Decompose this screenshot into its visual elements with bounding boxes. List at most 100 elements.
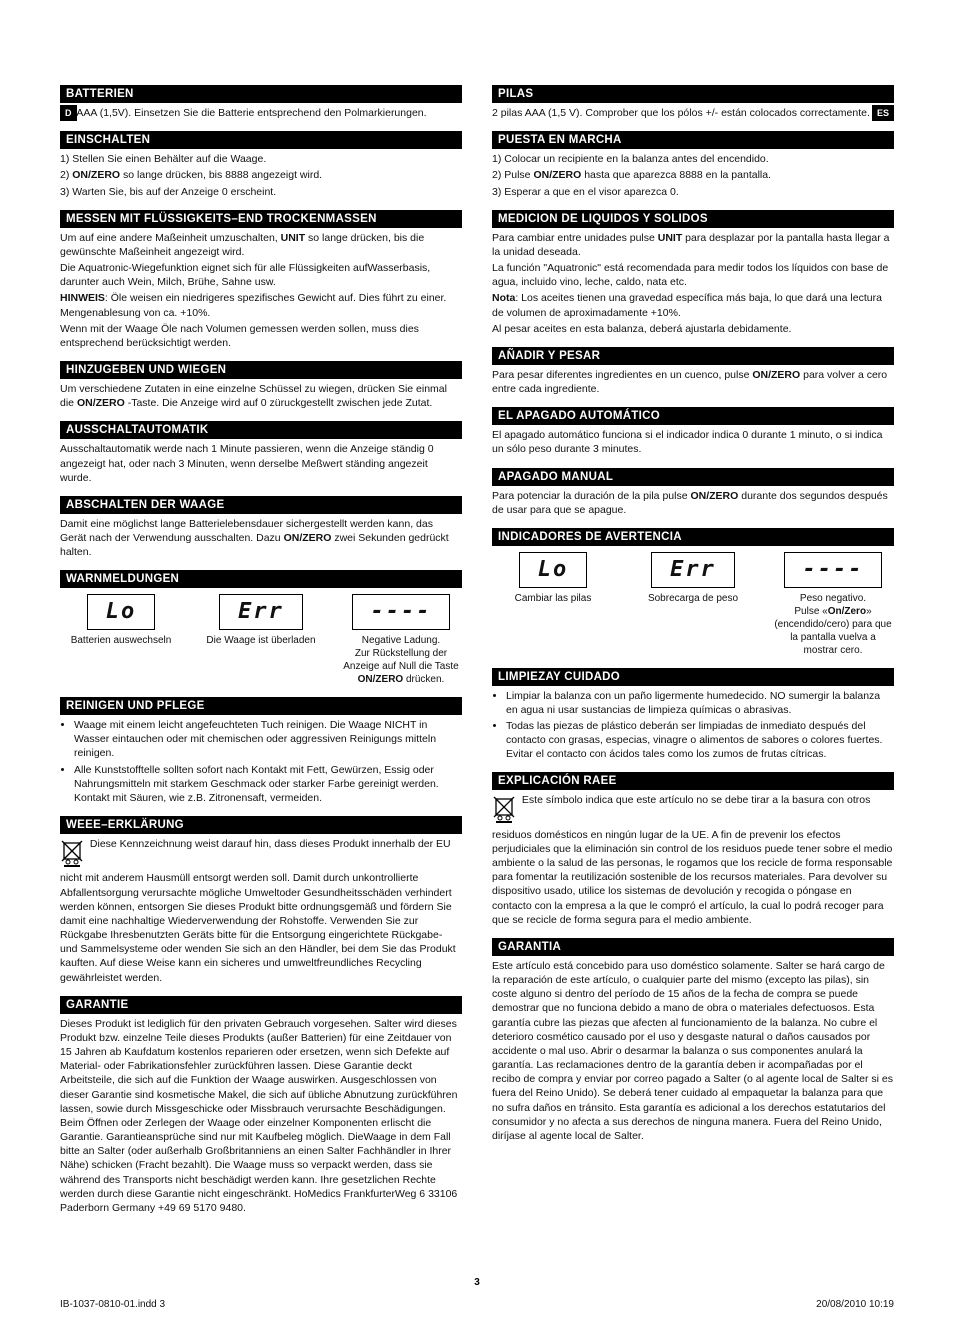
body-batterien: 2 x AAA (1,5V). Einsetzen Sie die Batter… [60,106,462,120]
header-apagado-auto: EL APAGADO AUTOMÁTICO [492,407,894,425]
header-medicion: MEDICION DE LIQUIDOS Y SOLIDOS [492,210,894,228]
step: 2) ON/ZERO so lange drücken, bis 8888 an… [60,168,462,182]
text: Al pesar aceites en esta balanza, deberá… [492,322,894,336]
step: 1) Stellen Sie einen Behälter auf die Wa… [60,152,462,166]
header-indicadores: INDICADORES DE AVERTENCIA [492,528,894,546]
text: La función "Aquatronic" está recomendada… [492,261,894,289]
header-batterien: BATTERIEN [60,85,462,103]
body-garantia: Este artículo está concebido para uso do… [492,959,894,1143]
header-einschalten: EINSCHALTEN [60,131,462,149]
text: Um verschiedene Zutaten in eine einzelne… [60,382,462,410]
body-apagado-manual: Para potenciar la duración de la pila pu… [492,489,894,517]
lang-tag-de: D [60,105,77,121]
text: Este artículo está concebido para uso do… [492,959,894,1143]
body-apagado-auto: El apagado automático funciona si el ind… [492,428,894,456]
header-anadir: AÑADIR Y PESAR [492,347,894,365]
header-warnmeldungen: WARNMELDUNGEN [60,570,462,588]
lang-tag-es: ES [872,105,894,121]
warn-err: Err Sobrecarga de peso [632,552,754,657]
body-limpieza: Limpiar la balanza con un paño ligerment… [492,689,894,762]
display-dashes: ---- [784,552,883,588]
display-lo: Lo [87,594,156,630]
weee-icon [60,837,84,871]
label: Cambiar las pilas [492,592,614,605]
weee-text: Diese Kennzeichnung weist darauf hin, da… [60,838,456,983]
body-warnmeldungen: Lo Batterien auswechseln Err Die Waage i… [60,594,462,686]
footer-timestamp: 20/08/2010 10:19 [816,1299,894,1310]
header-raee: EXPLICACIÓN RAEE [492,772,894,790]
text: Diese Kennzeichnung weist darauf hin, da… [60,837,462,985]
body-ausschaltautomatik: Ausschaltautomatik werde nach 1 Minute p… [60,442,462,485]
text: El apagado automático funciona si el ind… [492,428,894,456]
footer-file: IB-1037-0810-01.indd 3 [60,1299,165,1310]
text: HINWEIS: Öle weisen ein niedrigeres spez… [60,291,462,319]
header-garantia: GARANTIA [492,938,894,956]
header-reinigen: REINIGEN UND PFLEGE [60,697,462,715]
text: Damit eine möglichst lange Batterieleben… [60,517,462,560]
header-messen: MESSEN MIT FLÜSSIGKEITS–END TROCKENMASSE… [60,210,462,228]
bullet: Alle Kunststofftelle sollten sofort nach… [74,763,462,806]
warn-err: Err Die Waage ist überladen [200,594,322,686]
text: Para pesar diferentes ingredientes en un… [492,368,894,396]
text: 2 x AAA (1,5V). Einsetzen Sie die Batter… [60,106,462,120]
body-medicion: Para cambiar entre unidades pulse UNIT p… [492,231,894,336]
header-ausschaltautomatik: AUSSCHALTAUTOMATIK [60,421,462,439]
step: 3) Warten Sie, bis auf der Anzeige 0 ers… [60,185,462,199]
body-garantie: Dieses Produkt ist lediglich für den pri… [60,1017,462,1215]
text: Para cambiar entre unidades pulse UNIT p… [492,231,894,259]
label: Negative Ladung. Zur Rückstellung der An… [340,634,462,686]
column-spanish: PILAS 2 pilas AAA (1,5 V). Comprober que… [492,85,894,1226]
body-hinzugeben: Um verschiedene Zutaten in eine einzelne… [60,382,462,410]
body-indicadores: Lo Cambiar las pilas Err Sobrecarga de p… [492,552,894,657]
text: Para potenciar la duración de la pila pu… [492,489,894,517]
label: Die Waage ist überladen [200,634,322,647]
raee-text: Este símbolo indica que este artículo no… [492,794,892,925]
label: Peso negativo. Pulse «On/Zero» (encendid… [772,592,894,657]
header-pilas: PILAS [492,85,894,103]
label: Sobrecarga de peso [632,592,754,605]
step: 1) Colocar un recipiente en la balanza a… [492,152,894,166]
text: Wenn mit der Waage Öle nach Volumen geme… [60,322,462,350]
warn-lo: Lo Batterien auswechseln [60,594,182,686]
text: Ausschaltautomatik werde nach 1 Minute p… [60,442,462,485]
body-raee: Este símbolo indica que este artículo no… [492,793,894,926]
text: Este símbolo indica que este artículo no… [492,793,894,926]
display-err: Err [219,594,303,630]
weee-icon [492,793,516,827]
body-abschalten: Damit eine möglichst lange Batterieleben… [60,517,462,560]
body-pilas: 2 pilas AAA (1,5 V). Comprober que los p… [492,106,894,120]
text: Nota: Los aceites tienen una gravedad es… [492,291,894,319]
label: Batterien auswechseln [60,634,182,647]
body-puesta: 1) Colocar un recipiente en la balanza a… [492,152,894,199]
header-limpieza: LIMPIEZAY CUIDADO [492,668,894,686]
display-lo: Lo [519,552,588,588]
text: 2 pilas AAA (1,5 V). Comprober que los p… [492,106,894,120]
text: Die Aquatronic-Wiegefunktion eignet sich… [60,261,462,289]
step: 3) Esperar a que en el visor aparezca 0. [492,185,894,199]
body-anadir: Para pesar diferentes ingredientes en un… [492,368,894,396]
column-german: BATTERIEN 2 x AAA (1,5V). Einsetzen Sie … [60,85,462,1226]
bullet: Limpiar la balanza con un paño ligerment… [506,689,894,717]
page-content: BATTERIEN 2 x AAA (1,5V). Einsetzen Sie … [0,0,954,1246]
text: Um auf eine andere Maßeinheit umzuschalt… [60,231,462,259]
text: Dieses Produkt ist lediglich für den pri… [60,1017,462,1215]
bullet: Todas las piezas de plástico deberán ser… [506,719,894,762]
display-err: Err [651,552,735,588]
page-number: 3 [474,1277,480,1288]
header-abschalten: ABSCHALTEN DER WAAGE [60,496,462,514]
header-puesta: PUESTA EN MARCHA [492,131,894,149]
body-weee: Diese Kennzeichnung weist darauf hin, da… [60,837,462,985]
footer: IB-1037-0810-01.indd 3 20/08/2010 10:19 [60,1299,894,1310]
warn-neg: ---- Peso negativo. Pulse «On/Zero» (enc… [772,552,894,657]
step: 2) Pulse ON/ZERO hasta que aparezca 8888… [492,168,894,182]
warn-lo: Lo Cambiar las pilas [492,552,614,657]
bullet: Waage mit einem leicht angefeuchteten Tu… [74,718,462,761]
header-hinzugeben: HINZUGEBEN UND WIEGEN [60,361,462,379]
header-apagado-manual: APAGADO MANUAL [492,468,894,486]
warn-neg: ---- Negative Ladung. Zur Rückstellung d… [340,594,462,686]
header-garantie: GARANTIE [60,996,462,1014]
display-dashes: ---- [352,594,451,630]
body-reinigen: Waage mit einem leicht angefeuchteten Tu… [60,718,462,805]
body-einschalten: 1) Stellen Sie einen Behälter auf die Wa… [60,152,462,199]
header-weee: WEEE–ERKLÄRUNG [60,816,462,834]
